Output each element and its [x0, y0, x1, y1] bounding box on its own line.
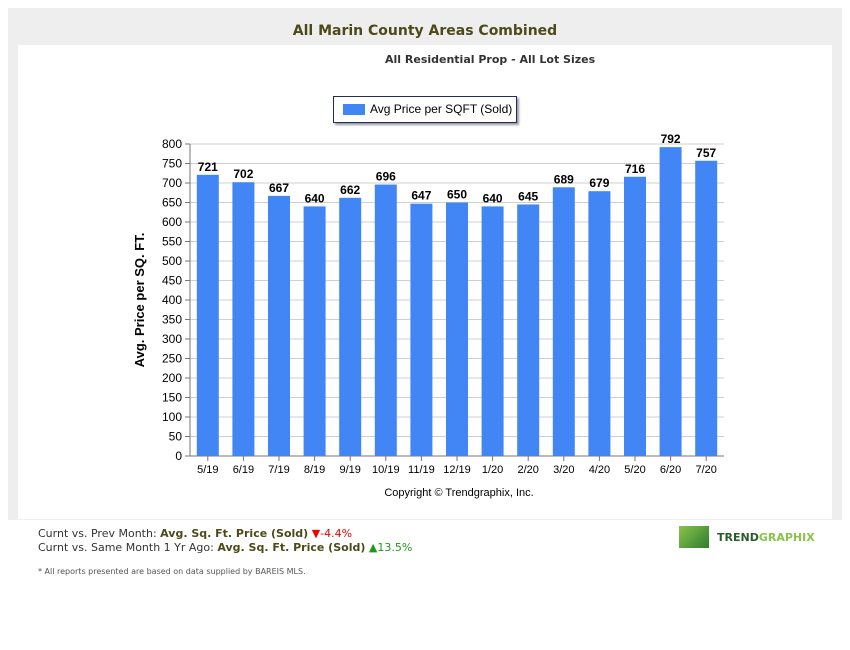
- data-label: 757: [696, 146, 716, 160]
- x-tick-label: 11/19: [408, 464, 435, 476]
- y-tick-label: 150: [162, 391, 182, 405]
- down-arrow-icon: ▼: [311, 527, 321, 540]
- bar: [695, 160, 718, 456]
- y-tick-label: 100: [162, 410, 182, 424]
- footer-line-1: Curnt vs. Prev Month: Avg. Sq. Ft. Price…: [38, 527, 352, 540]
- bar: [517, 204, 540, 456]
- y-tick-label: 200: [162, 371, 182, 385]
- data-label: 702: [233, 167, 253, 181]
- y-tick-label: 0: [175, 449, 182, 463]
- change-value: 13.5%: [377, 541, 413, 554]
- bar: [624, 176, 646, 456]
- logo-text: GRAPHIX: [758, 531, 815, 544]
- y-tick-label: 500: [162, 254, 182, 268]
- bar-chart: 0 50 100 150 200 250 300 350 400 450 500 550 600 650 7…: [132, 132, 724, 499]
- x-tick-label: 3/20: [553, 464, 574, 476]
- x-tick-label: 7/20: [695, 464, 716, 476]
- x-tick-label: 10/19: [372, 464, 400, 476]
- footer-line-2: Curnt vs. Same Month 1 Yr Ago: Avg. Sq. …: [38, 541, 412, 554]
- y-tick-label: 50: [169, 430, 183, 444]
- y-tick-label: 650: [162, 196, 182, 210]
- x-tick-label: 5/20: [624, 464, 645, 476]
- x-tick-label: 4/20: [589, 464, 610, 476]
- trendgraphix-logo: TRENDGRAPHIX: [679, 526, 819, 550]
- y-tick-label: 600: [162, 215, 182, 229]
- bar: [481, 206, 504, 456]
- x-tick-label: 9/19: [339, 464, 360, 476]
- bar: [339, 197, 362, 456]
- bar: [268, 195, 290, 456]
- bar: [232, 182, 255, 456]
- data-label: 650: [447, 188, 467, 202]
- y-tick-label: 550: [162, 235, 182, 249]
- comparison-metric: Avg. Sq. Ft. Price (Sold): [160, 527, 309, 540]
- bar: [552, 187, 575, 457]
- up-arrow-icon: ▲: [368, 541, 378, 554]
- y-tick-label: 800: [162, 137, 182, 151]
- y-tick-label: 250: [162, 352, 182, 366]
- data-label: 679: [589, 176, 609, 190]
- x-tick-label: 2/20: [517, 464, 538, 476]
- y-tick-label: 750: [162, 157, 182, 171]
- comparison-metric: Avg. Sq. Ft. Price (Sold): [217, 541, 366, 554]
- data-label: 647: [411, 189, 431, 203]
- data-label: 645: [518, 189, 538, 203]
- x-tick-label: 12/19: [443, 464, 471, 476]
- legend-label: Avg Price per SQFT (Sold): [370, 102, 513, 116]
- data-label: 792: [661, 132, 681, 146]
- x-tick-label: 5/19: [197, 464, 218, 476]
- logo-chart-icon: [679, 526, 709, 548]
- y-tick-label: 450: [162, 274, 182, 288]
- data-label: 689: [554, 172, 574, 186]
- bar: [588, 191, 611, 456]
- data-label: 667: [269, 181, 289, 195]
- y-tick-label: 700: [162, 176, 182, 190]
- bar: [659, 147, 682, 456]
- y-axis-title: Avg. Price per SQ. FT.: [132, 233, 147, 368]
- legend: Avg Price per SQFT (Sold): [333, 96, 517, 123]
- x-tick-label: 6/19: [233, 464, 254, 476]
- comparison-label: Curnt vs. Prev Month:: [38, 527, 161, 540]
- bar: [374, 184, 397, 456]
- bar: [446, 202, 468, 456]
- change-value: -4.4%: [320, 527, 353, 540]
- y-tick-label: 300: [162, 332, 182, 346]
- x-tick-label: 6/20: [660, 464, 681, 476]
- comparison-label: Curnt vs. Same Month 1 Yr Ago:: [38, 541, 218, 554]
- bar: [196, 174, 219, 456]
- report-title: All Marin County Areas Combined: [292, 23, 558, 39]
- bar: [303, 206, 326, 456]
- logo-text: TREND: [717, 531, 759, 544]
- legend-swatch: [343, 104, 365, 115]
- data-label: 721: [198, 160, 218, 174]
- data-label: 640: [305, 191, 325, 205]
- x-tick-label: 1/20: [482, 464, 503, 476]
- y-tick-label: 400: [162, 293, 182, 307]
- data-source-note: * All reports presented are based on dat…: [38, 567, 306, 576]
- data-label: 662: [340, 183, 360, 197]
- copyright: Copyright © Trendgraphix, Inc.: [384, 487, 533, 499]
- bar: [410, 203, 433, 456]
- chart-subtitle: All Residential Prop - All Lot Sizes: [385, 53, 596, 66]
- data-label: 640: [483, 191, 503, 205]
- data-label: 716: [625, 162, 645, 176]
- x-tick-label: 8/19: [304, 464, 325, 476]
- data-label: 696: [376, 170, 396, 184]
- x-tick-label: 7/19: [268, 464, 289, 476]
- y-tick-label: 350: [162, 313, 182, 327]
